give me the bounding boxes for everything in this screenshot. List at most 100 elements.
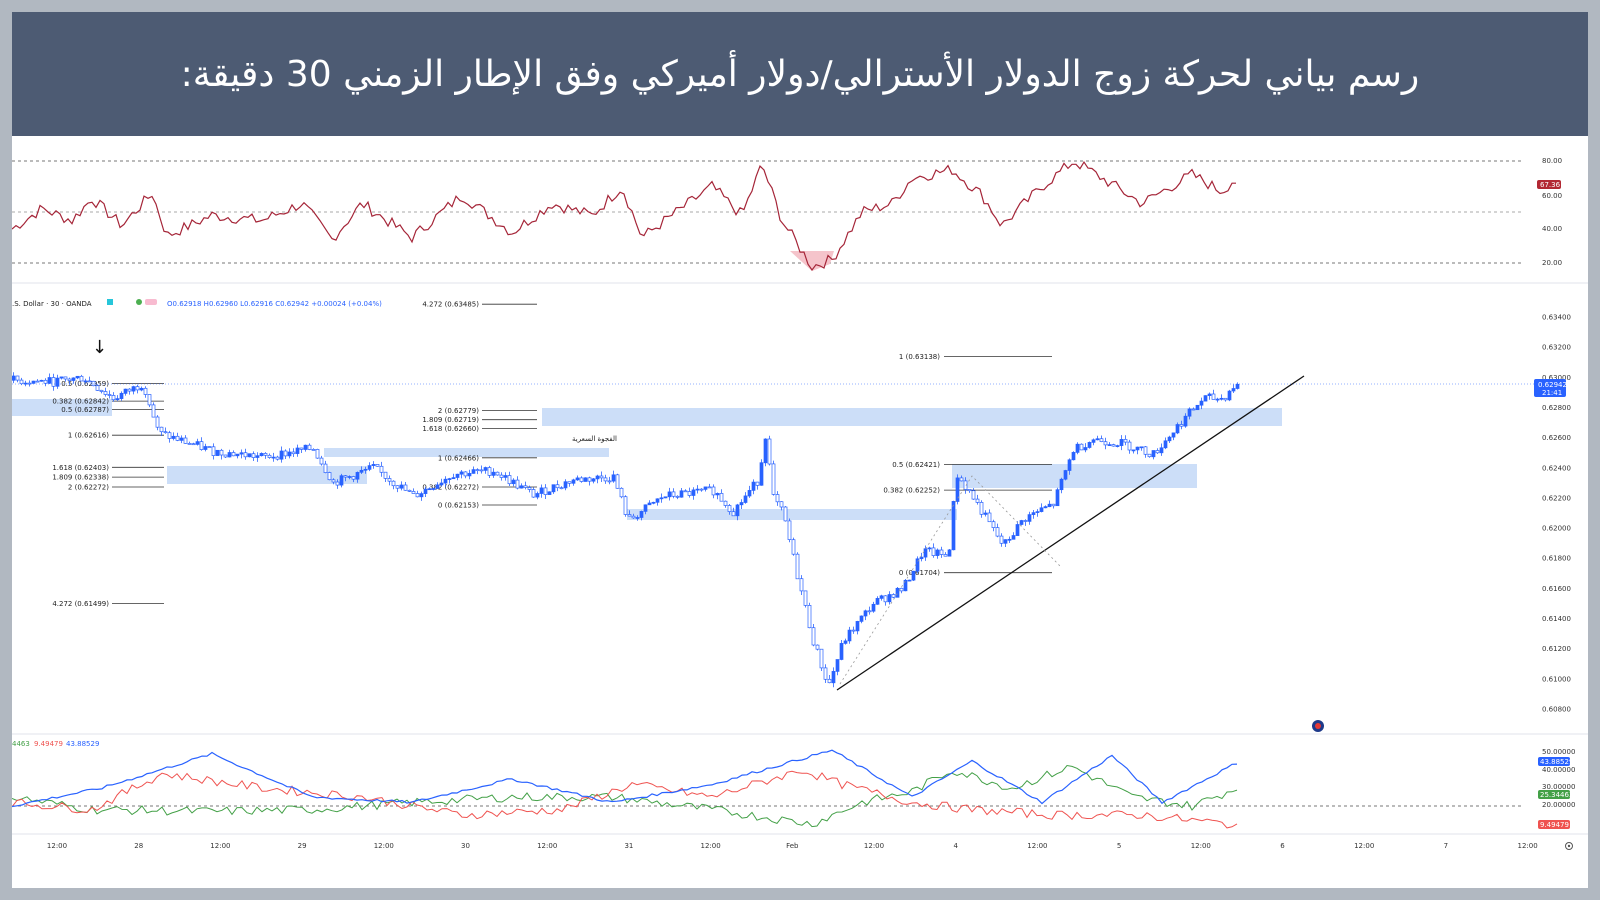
candle-24: [107, 394, 112, 396]
candle-127: [519, 485, 524, 489]
price-axis-label: 0.62200: [1542, 494, 1571, 502]
fib-label: 1 (0.62466): [438, 454, 479, 462]
candle-200: [811, 627, 816, 646]
candle-254: [1027, 514, 1032, 522]
adx-badge-text: 43.88529: [1540, 758, 1573, 766]
candle-281: [1135, 446, 1140, 451]
candle-40: [171, 435, 176, 439]
candle-258: [1043, 506, 1048, 509]
candle-50: [211, 446, 216, 456]
candle-278: [1123, 439, 1128, 443]
candle-116: [475, 469, 480, 471]
di-minus-badge: [1538, 820, 1570, 829]
candle-215: [871, 603, 876, 612]
candle-196: [795, 553, 800, 580]
time-axis-label: 7: [1444, 842, 1448, 850]
trend-line[interactable]: [836, 375, 1305, 691]
adx-pane: 4463 9.49479 43.88529 50.00000 40.00000 …: [12, 740, 1575, 829]
price-axis-label: 0.63400: [1542, 314, 1571, 322]
candle-287: [1159, 447, 1164, 454]
candle-170: [691, 489, 696, 496]
candle-300: [1211, 393, 1216, 400]
candle-37: [159, 426, 164, 433]
candle-291: [1175, 424, 1180, 434]
fib-label: 2 (0.62779): [438, 407, 479, 415]
candle-23: [103, 391, 108, 395]
fib-label: 0.382 (0.62252): [883, 487, 940, 495]
candle-30: [131, 386, 136, 392]
price-axis-label: 0.61000: [1542, 675, 1571, 683]
candle-90: [371, 464, 376, 466]
candle-257: [1039, 507, 1044, 512]
di-plus-badge: [1538, 790, 1570, 799]
candle-107: [439, 482, 444, 486]
candle-0: [12, 375, 16, 381]
candle-105: [431, 488, 436, 490]
candle-202: [819, 648, 824, 669]
candle-61: [255, 455, 260, 458]
candle-75: [311, 449, 316, 451]
adx-badge: [1538, 757, 1570, 766]
candle-117: [479, 469, 484, 472]
candle-32: [139, 387, 144, 391]
di-minus-line: [12, 770, 1238, 829]
candle-35: [151, 404, 156, 418]
fib-label: 1.809 (0.62719): [422, 416, 479, 424]
candle-283: [1143, 446, 1148, 455]
candle-192: [779, 501, 784, 508]
candle-177: [719, 493, 724, 502]
candle-5: [31, 380, 36, 384]
settings-gear-icon[interactable]: [1565, 842, 1573, 850]
candle-299: [1207, 393, 1212, 396]
zone-right: [952, 464, 1197, 488]
time-axis-label: Feb: [786, 842, 799, 850]
candle-7: [39, 379, 44, 382]
candle-242: [979, 502, 984, 515]
zone-price-gap: [324, 448, 609, 457]
candle-41: [175, 435, 180, 441]
candle-57: [239, 452, 244, 455]
candle-232: [939, 549, 944, 555]
candle-42: [179, 437, 184, 441]
candle-51: [215, 449, 220, 456]
candle-78: [323, 463, 328, 473]
candle-125: [511, 479, 516, 485]
candle-73: [303, 444, 308, 450]
candle-139: [567, 481, 572, 484]
candle-188: [763, 438, 768, 464]
candle-106: [435, 484, 440, 489]
candle-122: [499, 474, 504, 478]
candle-187: [759, 462, 764, 486]
candle-277: [1119, 439, 1124, 446]
price-axis-label: 0.63000: [1542, 374, 1571, 382]
candle-129: [527, 487, 532, 490]
candle-142: [579, 477, 584, 482]
price-axis-label: 0.61200: [1542, 645, 1571, 653]
candle-156: [635, 517, 640, 519]
candle-135: [551, 484, 556, 493]
candle-225: [911, 570, 916, 581]
price-gap-label: الفجوة السعرية: [572, 435, 617, 443]
candle-160: [651, 501, 656, 504]
candle-130: [531, 489, 536, 498]
candle-297: [1199, 400, 1204, 406]
candle-82: [339, 475, 344, 486]
trading-chart[interactable]: 80.00 60.00 40.00 20.00 67.36 .S. Dollar…: [12, 136, 1588, 888]
candle-163: [663, 496, 668, 499]
candle-98: [403, 484, 408, 491]
rsi-line: [12, 160, 1236, 272]
candle-136: [555, 484, 560, 489]
candle-251: [1015, 524, 1020, 536]
candle-16: [75, 375, 80, 379]
candle-250: [1011, 535, 1016, 540]
candle-205: [831, 671, 836, 684]
di-plus-badge-text: 25.34463: [1540, 791, 1573, 799]
adx-legend-c: 43.88529: [66, 740, 99, 748]
price-badge: [1534, 379, 1566, 397]
candle-199: [807, 605, 812, 629]
candle-70: [291, 451, 296, 455]
candle-224: [907, 579, 912, 582]
candle-218: [883, 595, 888, 603]
time-axis[interactable]: 12:00 28 12:00 29 12:00 30 12:00 31 12:00 Feb 12:0…: [47, 842, 1538, 850]
candle-226: [915, 558, 920, 572]
